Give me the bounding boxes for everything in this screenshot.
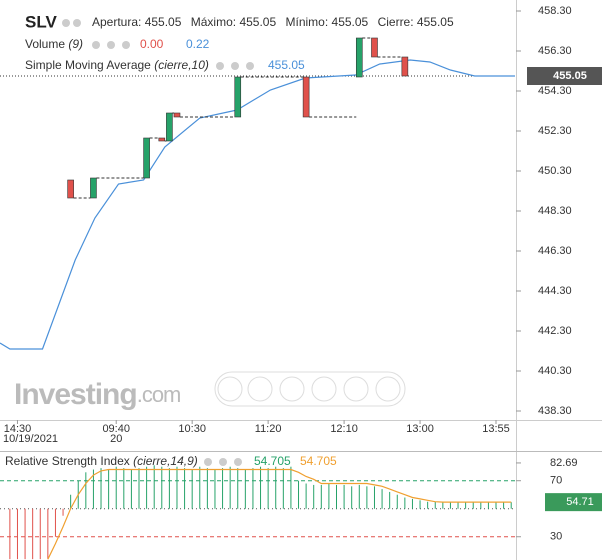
ohlc-label: Máximo: bbox=[191, 15, 236, 29]
rsi-last-box bbox=[545, 493, 602, 512]
x-date-label: 20 bbox=[110, 433, 122, 445]
sma-name: Simple Moving Average bbox=[25, 58, 151, 72]
y-tick-label: 440.30 bbox=[538, 365, 572, 377]
legend-icons bbox=[62, 19, 254, 466]
y-tick-label: 438.30 bbox=[538, 405, 572, 417]
ohlc-label: Cierre: bbox=[378, 15, 414, 29]
nav-button[interactable] bbox=[279, 376, 305, 402]
watermark-suffix: .com bbox=[137, 382, 181, 407]
nav-button[interactable] bbox=[375, 376, 401, 402]
x-tick-label: 13:00 bbox=[406, 423, 434, 435]
nav-button[interactable] bbox=[217, 376, 243, 402]
volume-legend: Volume (9) bbox=[25, 37, 83, 51]
rsi-params: (cierre,14,9) bbox=[133, 454, 198, 468]
y-tick-label: 458.30 bbox=[538, 5, 572, 17]
y-tick-label: 450.30 bbox=[538, 165, 572, 177]
x-tick-label: 09:40 bbox=[102, 423, 130, 435]
rsi-last-label: 54.71 bbox=[566, 496, 594, 508]
nav-buttons bbox=[214, 371, 406, 407]
ohlc-value: 455.05 bbox=[417, 15, 454, 29]
y-tick-label: 446.30 bbox=[538, 245, 572, 257]
candle bbox=[143, 137, 150, 179]
volume-name: Volume bbox=[25, 37, 65, 51]
candle bbox=[401, 56, 409, 77]
candle bbox=[166, 112, 173, 142]
symbol: SLV bbox=[25, 12, 57, 31]
ohlc-label: Mínimo: bbox=[285, 15, 328, 29]
sma-legend: Simple Moving Average (cierre,10) bbox=[25, 58, 209, 72]
candle bbox=[67, 179, 74, 199]
x-tick-label: 10:30 bbox=[178, 423, 206, 435]
candle bbox=[302, 76, 310, 118]
x-date-label: 10/19/2021 bbox=[3, 433, 58, 445]
x-tick-label: 13:55 bbox=[482, 423, 510, 435]
ohlc-legend: Apertura: 455.05 Máximo: 455.05 Mínimo: … bbox=[92, 15, 454, 29]
rsi-name: Relative Strength Index bbox=[5, 454, 130, 468]
y-tick-label: 454.30 bbox=[538, 85, 572, 97]
candle bbox=[90, 177, 97, 199]
last-price-box bbox=[527, 67, 602, 85]
y-tick-label: 444.30 bbox=[538, 285, 572, 297]
y-tick-label: 448.30 bbox=[538, 205, 572, 217]
nav-bar[interactable] bbox=[214, 371, 406, 407]
y-tick-label: 452.30 bbox=[538, 125, 572, 137]
ohlc-value: 455.05 bbox=[239, 15, 276, 29]
rsi-signal-value: 54.705 bbox=[300, 454, 337, 468]
x-tick-label: 14:30 bbox=[4, 423, 32, 435]
rsi-value: 54.705 bbox=[254, 454, 291, 468]
rsi-legend: Relative Strength Index (cierre,14,9) bbox=[5, 454, 198, 468]
rsi-tick-label: 30 bbox=[550, 531, 562, 543]
sma-params: (cierre,10) bbox=[154, 58, 209, 72]
nav-button[interactable] bbox=[247, 376, 273, 402]
candle bbox=[234, 76, 242, 118]
candle bbox=[371, 37, 378, 58]
last-price-label: 455.05 bbox=[553, 70, 587, 82]
nav-button[interactable] bbox=[311, 376, 337, 402]
ohlc-value: 455.05 bbox=[145, 15, 182, 29]
volume-value: 0.22 bbox=[186, 37, 210, 51]
nav-button[interactable] bbox=[343, 376, 369, 402]
ohlc-label: Apertura: bbox=[92, 15, 141, 29]
x-tick-label: 12:10 bbox=[330, 423, 358, 435]
ohlc-value: 455.05 bbox=[332, 15, 369, 29]
x-tick-label: 11:20 bbox=[255, 423, 282, 435]
candle bbox=[173, 112, 181, 118]
sma-value: 455.05 bbox=[268, 58, 305, 72]
volume-params: (9) bbox=[68, 37, 83, 51]
y-tick-label: 442.30 bbox=[538, 325, 572, 337]
candle bbox=[158, 137, 166, 142]
y-tick-label: 456.30 bbox=[538, 45, 572, 57]
rsi-signal-line bbox=[47, 468, 512, 560]
volume-value: 0.00 bbox=[140, 37, 164, 51]
candle bbox=[355, 37, 363, 78]
rsi-tick-label: 70 bbox=[550, 475, 562, 487]
watermark: Investing.com bbox=[14, 378, 180, 411]
watermark-brand: Investing bbox=[14, 378, 137, 411]
rsi-tick-label: 82.69 bbox=[550, 457, 578, 469]
